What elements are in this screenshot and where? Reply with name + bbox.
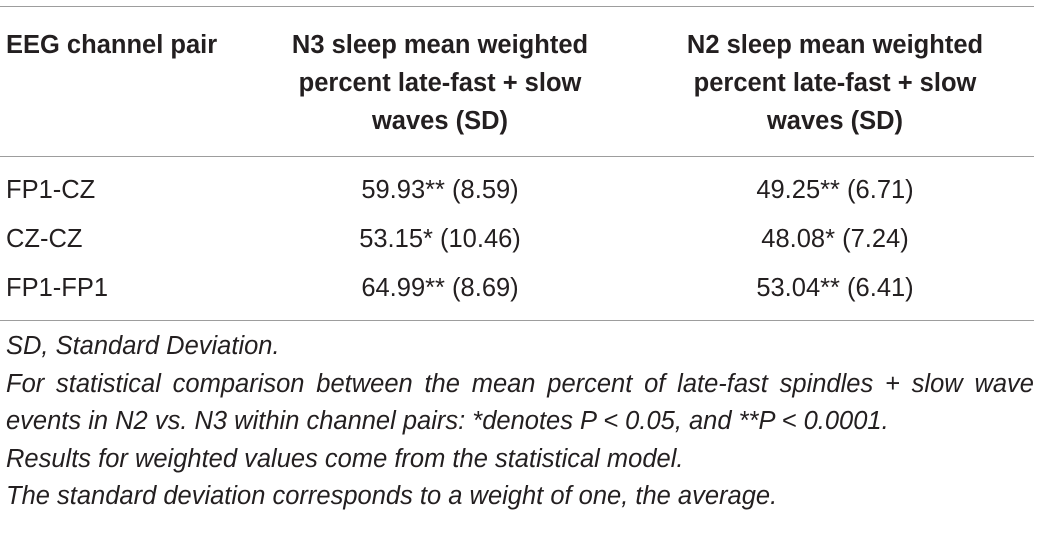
table-top-rule	[0, 6, 1034, 7]
table-row: FP1-CZ 59.93** (8.59) 49.25** (6.71)	[0, 166, 1034, 214]
cell-channel-pair: FP1-FP1	[6, 274, 109, 302]
footnote-standard-deviation: The standard deviation corresponds to a …	[6, 482, 778, 510]
table-row: CZ-CZ 53.15* (10.46) 48.08* (7.24)	[0, 215, 1034, 263]
cell-n2-value: 48.08* (7.24)	[761, 225, 909, 253]
cell-n3-value: 53.15* (10.46)	[359, 225, 521, 253]
header-n3-sleep: N3 sleep mean weighted percent late-fast…	[291, 31, 589, 135]
table-footnotes: SD, Standard Deviation. For statistical …	[6, 328, 1034, 516]
table-bottom-rule	[0, 320, 1034, 321]
table-row: FP1-FP1 64.99** (8.69) 53.04** (6.41)	[0, 264, 1034, 312]
cell-n3-value: 64.99** (8.69)	[361, 274, 519, 302]
cell-channel-pair: FP1-CZ	[6, 176, 96, 204]
footnote-weighted-values: Results for weighted values come from th…	[6, 444, 684, 473]
cell-n3-value: 59.93** (8.59)	[361, 176, 519, 204]
cell-n2-value: 49.25** (6.71)	[756, 176, 914, 204]
cell-n2-value: 53.04** (6.41)	[756, 274, 914, 302]
cell-channel-pair: CZ-CZ	[6, 225, 83, 253]
footnote-sd: SD, Standard Deviation.	[6, 332, 280, 360]
header-bottom-rule	[0, 156, 1034, 157]
header-n2-sleep: N2 sleep mean weighted percent late-fast…	[686, 31, 984, 135]
footnote-significance: For statistical comparison between the m…	[6, 369, 1034, 436]
header-eeg-channel-pair: EEG channel pair	[6, 31, 218, 59]
